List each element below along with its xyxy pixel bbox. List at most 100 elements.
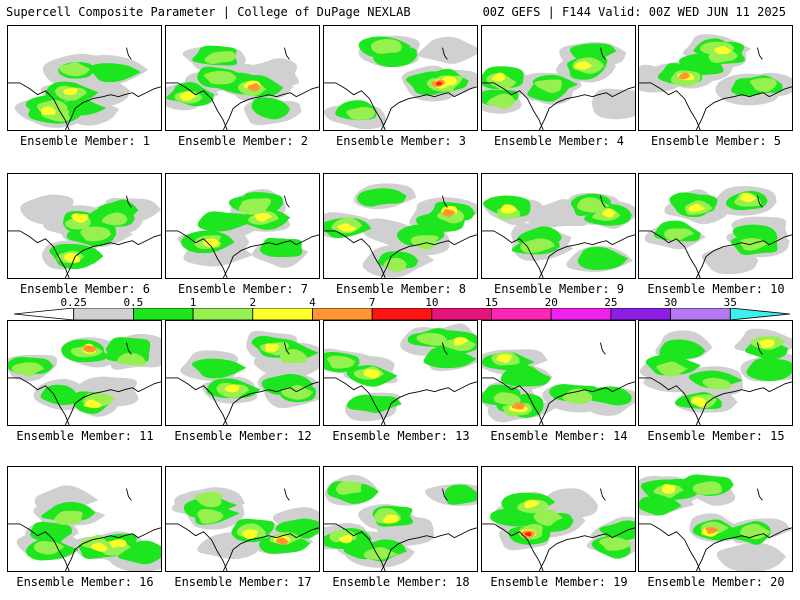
ensemble-member-label: Ensemble Member: 14	[490, 429, 628, 443]
valid-time-label: 00Z GEFS | F144 Valid: 00Z WED JUN 11 20…	[482, 5, 786, 19]
scp-contour-fill	[382, 514, 399, 524]
ensemble-member-label: Ensemble Member: 6	[19, 282, 151, 296]
colorbar-segment	[312, 308, 373, 320]
scp-contour-fill	[659, 339, 706, 362]
page-title: Supercell Composite Parameter | College …	[6, 5, 411, 19]
gulf-coastline	[695, 234, 792, 278]
scp-contour-fill	[493, 392, 521, 406]
mexico-border-line	[639, 523, 701, 571]
lake-shoreline	[284, 488, 290, 501]
scp-contour-fill	[688, 203, 706, 213]
lake-shoreline	[442, 47, 448, 60]
scp-contour-fill	[444, 484, 477, 505]
lake-shoreline	[126, 488, 132, 501]
scp-contour-fill	[692, 481, 722, 495]
ensemble-member-panel[interactable]	[638, 25, 793, 131]
scp-contour-fill	[511, 402, 525, 410]
scp-map	[166, 45, 319, 130]
ensemble-member-panel[interactable]	[323, 25, 478, 131]
mexico-border-line	[8, 377, 70, 425]
ensemble-member-panel[interactable]	[323, 466, 478, 572]
gulf-coastline	[380, 381, 477, 425]
scp-contour-fill	[574, 61, 593, 70]
colorbar-segment	[670, 308, 731, 320]
ensemble-member-panel[interactable]	[481, 320, 636, 426]
ensemble-member-panel[interactable]	[165, 466, 320, 572]
scp-contour-fill	[59, 61, 91, 77]
scp-contour-fill	[714, 46, 733, 55]
scp-contour-fill	[83, 399, 103, 409]
scp-contour-fill	[598, 537, 633, 551]
ensemble-member-panel[interactable]	[7, 173, 162, 279]
colorbar-segment	[550, 308, 612, 320]
scp-map	[324, 183, 477, 278]
ensemble-member-panel[interactable]	[323, 173, 478, 279]
scp-contour-fill	[116, 352, 147, 366]
colorbar-low-arrow	[14, 308, 75, 320]
lake-shoreline	[600, 488, 606, 501]
ensemble-member-panel[interactable]	[7, 466, 162, 572]
scp-contour-fill	[40, 106, 56, 116]
colorbar-tick-label: 30	[663, 296, 678, 309]
scp-contour-fill	[436, 81, 443, 86]
mexico-border-line	[639, 82, 701, 130]
ensemble-member-label: Ensemble Member: 9	[493, 282, 625, 296]
gulf-coastline	[64, 86, 161, 130]
ensemble-member-panel[interactable]	[481, 173, 636, 279]
ensemble-member-panel[interactable]	[165, 25, 320, 131]
scp-contour-fill	[500, 204, 518, 214]
ensemble-member-panel[interactable]	[638, 320, 793, 426]
scp-contour-fill	[417, 36, 477, 64]
ensemble-member-panel[interactable]	[638, 466, 793, 572]
scp-contour-fill	[416, 332, 447, 346]
scp-contour-fill	[705, 526, 719, 534]
scp-contour-fill	[363, 547, 398, 560]
scp-map	[639, 34, 792, 130]
scp-contour-fill	[83, 345, 97, 353]
colorbar-segment	[73, 308, 134, 320]
scp-map	[324, 35, 477, 130]
scp-contour-fill	[337, 223, 357, 232]
mexico-border-line	[324, 523, 386, 571]
scp-contour-fill	[661, 484, 676, 494]
lake-shoreline	[126, 342, 132, 355]
lake-shoreline	[126, 195, 132, 208]
mexico-border-line	[166, 230, 228, 278]
gulf-coastline	[64, 234, 161, 278]
scp-contour-fill	[599, 520, 635, 542]
ensemble-member-panel[interactable]	[481, 25, 636, 131]
ensemble-member-panel[interactable]	[638, 173, 793, 279]
scp-contour-fill	[585, 386, 632, 406]
gulf-coastline	[222, 86, 319, 130]
colorbar-segment	[610, 308, 672, 320]
scp-contour-fill	[370, 38, 403, 54]
colorbar-segment	[371, 308, 433, 320]
scp-contour-fill	[496, 354, 512, 363]
ensemble-member-panel[interactable]	[481, 466, 636, 572]
scp-map	[324, 323, 477, 425]
mexico-border-line	[166, 377, 228, 425]
colorbar-segment	[133, 308, 194, 320]
ensemble-member-panel[interactable]	[165, 173, 320, 279]
mexico-border-line	[324, 82, 386, 130]
scp-contour-fill	[30, 521, 73, 546]
mexico-border-line	[166, 82, 228, 130]
scp-contour-fill	[275, 518, 319, 539]
scp-contour-fill	[357, 188, 407, 207]
colorbar-tick-label: 15	[484, 296, 499, 309]
gulf-coastline	[538, 527, 635, 571]
ensemble-member-label: Ensemble Member: 19	[490, 575, 628, 589]
scp-map	[482, 192, 635, 278]
ensemble-member-label: Ensemble Member: 5	[650, 134, 782, 148]
scp-contour-fill	[247, 83, 261, 92]
ensemble-member-panel[interactable]	[165, 320, 320, 426]
ensemble-member-panel[interactable]	[7, 320, 162, 426]
ensemble-member-panel[interactable]	[7, 25, 162, 131]
scp-contour-fill	[202, 238, 221, 248]
colorbar-tick-label: 1	[189, 296, 197, 309]
scp-map	[8, 485, 161, 571]
scp-contour-fill	[533, 509, 564, 526]
scp-contour-fill	[238, 199, 268, 215]
colorbar	[14, 308, 790, 320]
ensemble-member-panel[interactable]	[323, 320, 478, 426]
